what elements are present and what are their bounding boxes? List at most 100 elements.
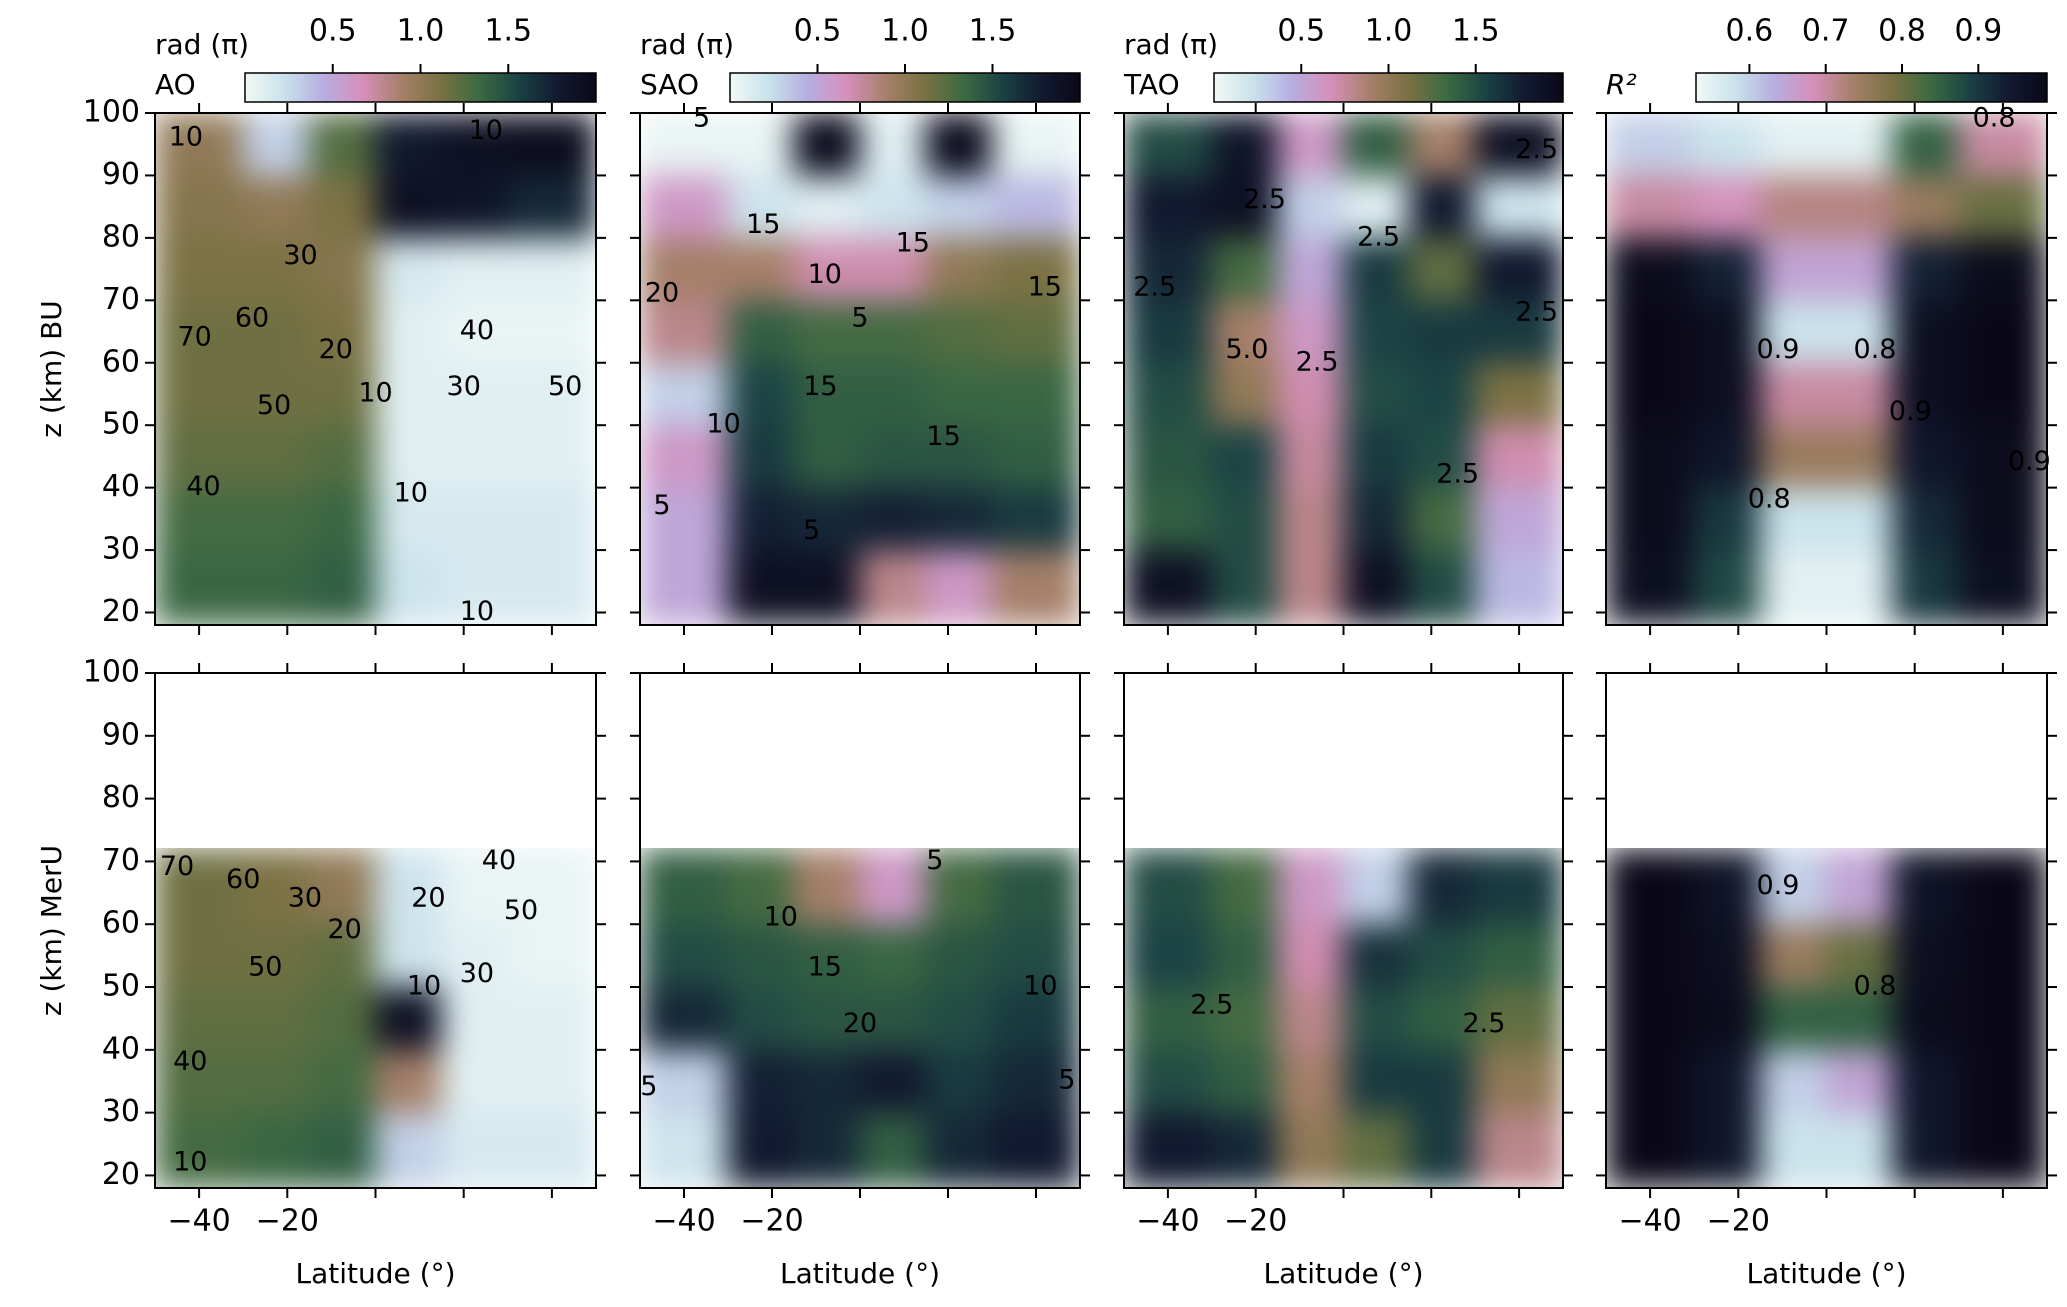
heat-cell — [1408, 986, 1476, 1051]
y-tick-label: 50 — [102, 969, 140, 1004]
heat-cell — [640, 487, 729, 551]
heat-cell — [1693, 487, 1761, 551]
heat-cell — [1693, 299, 1761, 364]
heat-cell — [1408, 848, 1476, 925]
heat-cell — [925, 986, 993, 1051]
heat-cell — [1606, 848, 1695, 925]
contour-label: 40 — [186, 471, 220, 502]
heat-cell — [1124, 986, 1213, 1051]
heat-cell — [1343, 923, 1410, 988]
heat-cell — [859, 424, 927, 489]
y-tick-label: 90 — [102, 157, 140, 192]
heat-cell — [1759, 1049, 1827, 1114]
contour-label: 2.5 — [1463, 1008, 1506, 1039]
contour-label: 0.9 — [1757, 870, 1800, 901]
heat-cell — [242, 487, 310, 551]
x-axis-label: Latitude (°) — [1264, 1257, 1424, 1290]
heat-cell — [925, 549, 993, 625]
heatmap-cells — [640, 848, 1080, 1188]
y-tick-label: 80 — [102, 780, 140, 815]
heat-cell — [1211, 1049, 1279, 1114]
heat-cell — [793, 113, 861, 176]
heat-cell — [1211, 113, 1279, 176]
heat-cell — [1124, 549, 1213, 625]
heat-cell — [1606, 487, 1695, 551]
heat-cell — [375, 174, 443, 239]
heat-cell — [859, 237, 927, 301]
heat-cell — [1606, 424, 1695, 489]
heat-cell — [155, 299, 244, 364]
heat-cell — [1124, 923, 1213, 988]
heat-cell — [1826, 848, 1894, 925]
contour-label: 30 — [283, 240, 317, 271]
contour-label: 5 — [653, 490, 670, 521]
heat-cell — [1958, 923, 2047, 988]
contour-label: 40 — [482, 845, 516, 876]
heat-cell — [308, 424, 376, 489]
contour-label: 10 — [764, 901, 798, 932]
y-tick-label: 40 — [102, 469, 140, 504]
heat-cell — [1211, 174, 1279, 239]
contour-label: 2.5 — [1296, 346, 1339, 377]
heat-cell — [1958, 1112, 2047, 1188]
heat-cell — [242, 1049, 310, 1114]
heat-cell — [1211, 237, 1279, 301]
panel-name: R² — [1606, 68, 1637, 101]
contour-label: 50 — [257, 390, 291, 421]
contour-label: 60 — [235, 303, 269, 334]
heat-cell — [925, 1049, 993, 1114]
heat-cell — [1277, 237, 1344, 301]
heat-cell — [1124, 299, 1213, 364]
heat-cell — [1474, 113, 1563, 176]
heat-cell — [1343, 362, 1410, 426]
heatmap-cells — [1606, 848, 2047, 1188]
heat-cell — [507, 1049, 596, 1114]
heat-cell — [308, 487, 376, 551]
contour-label: 10 — [173, 1146, 207, 1177]
heatmap — [640, 113, 1080, 625]
contour-label: 20 — [645, 278, 679, 309]
heat-cell — [1958, 299, 2047, 364]
heat-cell — [991, 362, 1080, 426]
heatmap — [1124, 848, 1563, 1188]
heat-cell — [925, 299, 993, 364]
contour-label: 2.5 — [1190, 989, 1233, 1020]
heat-cell — [1826, 237, 1894, 301]
heat-cell — [1124, 487, 1213, 551]
heat-cell — [793, 237, 861, 301]
contour-label: 2.5 — [1436, 459, 1479, 490]
heat-cell — [1606, 237, 1695, 301]
heat-cell — [727, 299, 795, 364]
heat-cell — [925, 113, 993, 176]
contour-label: 0.8 — [1854, 334, 1897, 365]
heat-cell — [507, 487, 596, 551]
heat-cell — [155, 113, 244, 176]
colorbar-label: rad (π) — [640, 28, 734, 61]
x-tick-label: −40 — [652, 1204, 715, 1239]
contour-label: 20 — [843, 1008, 877, 1039]
heat-cell — [991, 1049, 1080, 1114]
heat-cell — [242, 237, 310, 301]
heat-cell — [640, 237, 729, 301]
heat-cell — [1277, 424, 1344, 489]
heat-cell — [640, 986, 729, 1051]
heat-cell — [1759, 237, 1827, 301]
heat-cell — [1343, 299, 1410, 364]
heat-cell — [1693, 549, 1761, 625]
heat-cell — [1474, 174, 1563, 239]
heat-cell — [1474, 424, 1563, 489]
heat-cell — [1211, 549, 1279, 625]
heat-cell — [1606, 362, 1695, 426]
heat-cell — [155, 1049, 244, 1114]
heat-cell — [1958, 424, 2047, 489]
heat-cell — [375, 848, 443, 925]
contour-label: 15 — [926, 421, 960, 452]
colorbar — [729, 72, 1081, 103]
heatmap — [1124, 113, 1563, 625]
heat-cell — [441, 549, 509, 625]
heat-cell — [507, 237, 596, 301]
heat-cell — [155, 237, 244, 301]
heat-cell — [1474, 362, 1563, 426]
heat-cell — [441, 1049, 509, 1114]
